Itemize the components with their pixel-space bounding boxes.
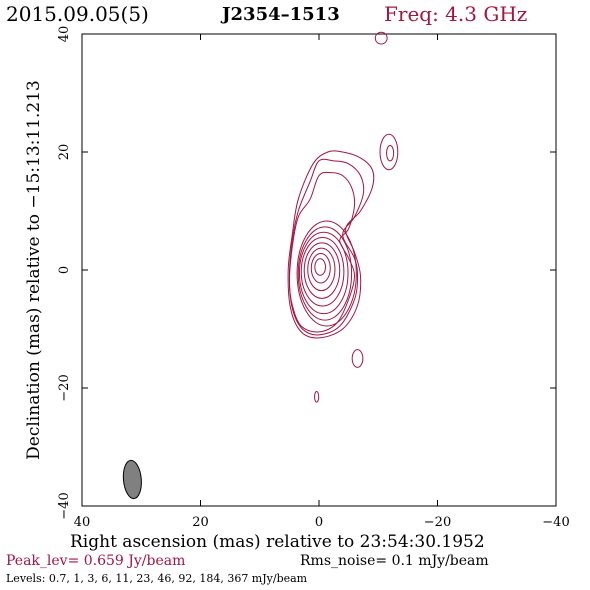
peak-level: Peak_lev= 0.659 Jy/beam <box>6 553 186 569</box>
x-tick-label: 20 <box>192 515 209 530</box>
contour-line <box>303 242 341 299</box>
observation-date: 2015.09.05(5) <box>6 2 149 26</box>
beam-ellipse <box>122 459 142 500</box>
contour-blob <box>386 145 395 162</box>
frequency-label: Freq: 4.3 GHz <box>384 2 528 26</box>
beam-group <box>122 459 142 500</box>
contour-line <box>298 231 349 315</box>
x-tick-label: −20 <box>424 515 451 530</box>
y-tick-label: 20 <box>57 144 72 161</box>
contour-line <box>310 252 331 284</box>
x-axis-label: Right ascension (mas) relative to 23:54:… <box>70 532 485 552</box>
y-tick-label: −20 <box>57 374 72 401</box>
contour-line <box>287 150 375 339</box>
rms-noise: Rms_noise= 0.1 mJy/beam <box>300 553 489 569</box>
contour-line <box>314 258 327 276</box>
contour-line <box>300 237 345 307</box>
tick-labels: 40 20 0 −20 −40 −40 −20 0 20 40 <box>57 26 570 530</box>
contour-blob <box>374 31 388 45</box>
plot-frame <box>81 33 557 507</box>
y-tick-label: 0 <box>57 266 72 274</box>
contour-line <box>288 171 356 333</box>
x-tick-label: 40 <box>74 515 91 530</box>
source-name: J2354–1513 <box>222 4 340 25</box>
y-tick-label: 40 <box>57 26 72 43</box>
tick-marks <box>81 33 557 507</box>
contours <box>287 31 399 403</box>
y-tick-label: −40 <box>57 492 72 519</box>
contour-blob <box>351 349 364 368</box>
x-tick-label: 0 <box>315 515 323 530</box>
contour-blob <box>379 133 399 171</box>
contour-line <box>288 158 365 336</box>
contour-line <box>297 226 353 321</box>
contour-line <box>307 247 336 292</box>
contour-levels: Levels: 0.7, 1, 3, 6, 11, 23, 46, 92, 18… <box>6 572 308 585</box>
x-tick-label: −40 <box>542 515 569 530</box>
contour-line <box>296 220 357 327</box>
contour-blob <box>314 391 320 403</box>
y-axis-label: Declination (mas) relative to −15:13:11.… <box>24 80 44 460</box>
